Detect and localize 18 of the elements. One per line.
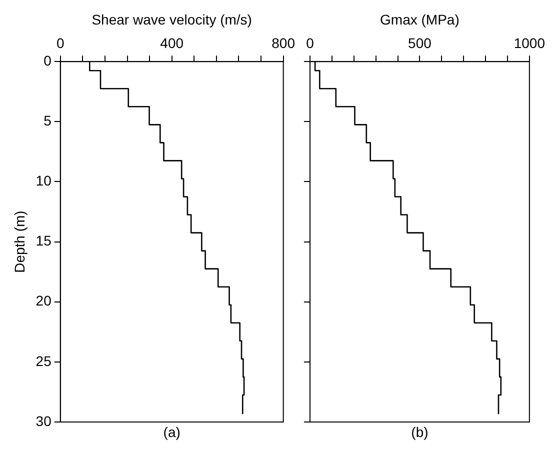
text: (a) (163, 424, 180, 440)
y-tick-label: 10 (36, 172, 52, 189)
x-tick-label: 1000 (514, 35, 546, 52)
x-axis-title: Gmax (MPa) (380, 11, 460, 28)
x-tick-label: 800 (272, 35, 296, 52)
y-tick-label: 20 (36, 292, 52, 309)
x-tick-label: 0 (306, 35, 314, 52)
text: (b) (411, 424, 428, 440)
y-tick-label: 5 (44, 112, 52, 129)
y-tick-label: 25 (36, 352, 52, 369)
y-tick-label: 15 (36, 232, 52, 249)
x-tick-label: 500 (408, 35, 432, 52)
x-tick-label: 400 (160, 35, 184, 52)
x-tick-label: 0 (56, 35, 64, 52)
y-axis-title: Depth (m) (11, 210, 28, 273)
y-tick-label: 0 (44, 52, 52, 68)
y-tick-label: 30 (36, 412, 52, 429)
x-axis-title: Shear wave velocity (m/s) (92, 11, 252, 28)
